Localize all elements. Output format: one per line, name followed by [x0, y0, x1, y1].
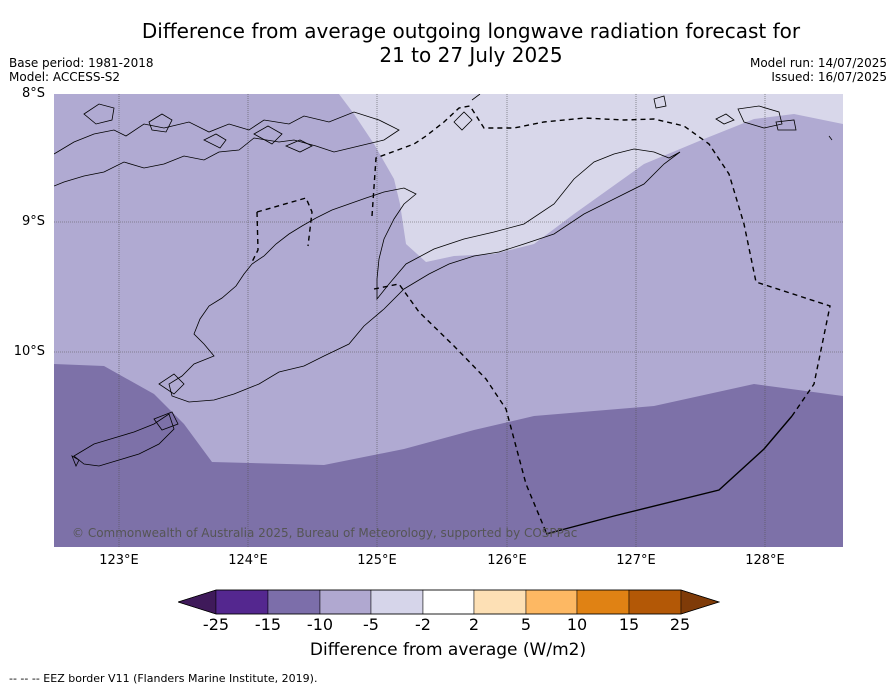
lon-label-126e: 126°E — [487, 553, 527, 568]
lon-label-123e: 123°E — [99, 553, 139, 568]
colorbar-seg-7 — [525, 589, 578, 615]
cb-tick-1: -15 — [254, 615, 282, 634]
colorbar-seg-4 — [370, 589, 424, 615]
cb-tick-4: -2 — [415, 615, 431, 634]
region-minus-5-to-2 — [339, 94, 843, 262]
colorbar-seg-6 — [473, 589, 527, 615]
eez-solid-segment — [545, 415, 793, 535]
lon-label-124e: 124°E — [228, 553, 268, 568]
title-line-1: Difference from average outgoing longwav… — [141, 19, 801, 43]
cb-tick-7: 10 — [566, 615, 588, 634]
issued-date: Issued: 16/07/2025 — [771, 70, 887, 84]
lat-label-9s: 9°S — [21, 214, 45, 229]
colorbar-seg-9 — [628, 589, 682, 615]
olr-map: © Commonwealth of Australia 2025, Bureau… — [54, 94, 843, 547]
eez-border — [251, 105, 831, 533]
cb-tick-3: -5 — [363, 615, 379, 634]
model-name: Model: ACCESS-S2 — [9, 70, 121, 84]
cb-tick-5: 2 — [468, 615, 480, 634]
lon-label-125e: 125°E — [357, 553, 397, 568]
footer-eez-note: -- -- -- EEZ border V11 (Flanders Marine… — [9, 672, 318, 685]
cb-tick-6: 5 — [520, 615, 532, 634]
title-line-2: 21 to 27 July 2025 — [379, 43, 563, 67]
cb-tick-8: 15 — [618, 615, 640, 634]
colorbar-arrow-high — [680, 589, 720, 615]
graticule — [54, 94, 843, 547]
region-minus-15-to-10 — [54, 364, 843, 547]
colorbar-arrow-low — [178, 589, 217, 615]
meta-left: Base period: 1981-2018 Model: ACCESS-S2 — [9, 56, 154, 84]
cb-tick-2: -10 — [306, 615, 334, 634]
cb-tick-9: 25 — [669, 615, 691, 634]
meta-right: Model run: 14/07/2025 Issued: 16/07/2025 — [750, 56, 887, 84]
colorbar-seg-5 — [422, 589, 475, 615]
colorbar-seg-2 — [267, 589, 321, 615]
colorbar-seg-3 — [319, 589, 372, 615]
map-title: Difference from average outgoing longwav… — [0, 19, 896, 67]
coastlines — [54, 94, 833, 467]
colorbar-seg-8 — [576, 589, 630, 615]
lat-label-8s: 8°S — [21, 86, 45, 101]
copyright-notice: © Commonwealth of Australia 2025, Bureau… — [72, 526, 577, 540]
model-run: Model run: 14/07/2025 — [749, 56, 887, 70]
colorbar-seg-1 — [215, 589, 269, 615]
lat-label-10s: 10°S — [13, 344, 45, 359]
colorbar — [178, 589, 720, 615]
cb-tick-0: -25 — [202, 615, 230, 634]
colorbar-label: Difference from average (W/m2) — [309, 640, 587, 660]
base-period: Base period: 1981-2018 — [9, 56, 154, 70]
lon-label-128e: 128°E — [745, 553, 785, 568]
lon-label-127e: 127°E — [616, 553, 656, 568]
